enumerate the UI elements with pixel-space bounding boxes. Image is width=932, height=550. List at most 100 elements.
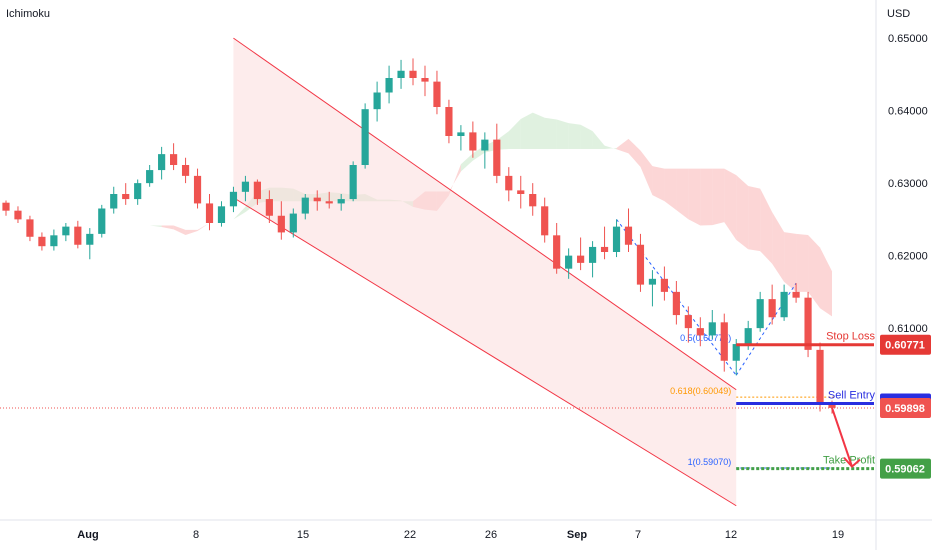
candle-body [648,278,657,285]
cloud-segment [592,131,605,150]
candle-body [553,235,561,269]
cloud-segment [125,220,138,226]
candle-body [493,139,501,176]
candle-body [265,199,273,216]
candle-body [684,315,692,329]
cloud-segment [233,206,246,220]
candle-body [624,226,633,245]
candle-body [804,297,812,350]
time-axis: Aug 8 15 22 26 Sep 7 12 19 [0,519,932,541]
x-tick-label: Sep [567,529,587,541]
candle-body [158,154,166,171]
x-tick-label: 7 [635,529,641,541]
y-tick-label: 0.65000 [888,33,928,45]
cloud-segment [460,153,473,172]
candle-body [457,132,465,136]
x-tick-label: 8 [193,529,199,541]
price-badge [880,334,931,355]
cloud-segment [580,124,593,150]
y-tick-label: 0.64000 [888,106,928,118]
cloud-segment [508,118,521,150]
fib-level-label: 0.618(0.60049) [670,386,731,396]
candle-body [170,154,178,165]
candle-body [110,194,118,209]
candle-body [373,92,381,110]
cloud-segment [197,223,210,231]
channel-lower-line [233,197,737,507]
cloud-segment [568,123,581,150]
cloud-segment [748,186,761,252]
candle-body [816,349,824,405]
price-badge-text: 0.60771 [885,340,925,352]
cloud-segment [520,112,533,150]
price-badge-text: 0.59898 [885,403,925,415]
x-tick-label: 26 [485,529,497,541]
fib-level-label: 0.5(0.60778) [680,333,731,343]
cloud-segment [616,138,629,154]
cloud-segment [736,175,749,250]
cloud-segment [820,247,832,317]
indicator-label: Ichimoku [6,8,51,20]
candle-body [445,107,453,136]
cloud-segment [161,225,174,230]
candle-body [193,175,202,204]
candle-body [588,246,597,263]
candle-body [565,255,573,269]
candle-body [505,175,513,191]
candle-body [289,213,297,233]
candle-body [792,291,800,298]
candle-body [337,199,345,204]
candle-body [313,197,321,202]
candle-body [229,191,238,207]
candle-body [481,139,489,151]
candle-body [134,183,142,200]
candle-body [469,132,477,151]
fib-level-label: 1(0.59070) [688,457,732,467]
candle-body [86,233,94,245]
candle-body [744,328,752,345]
y-tick-label: 0.62000 [888,251,928,263]
cloud-segment [628,138,641,167]
candle-body [26,219,34,237]
price-badge-text: 0.59062 [885,464,925,476]
price-badge [880,458,931,479]
candle-body [301,197,309,214]
x-tick-label: 22 [404,529,416,541]
cloud-segment [676,168,689,220]
channel-fill [233,38,737,506]
stop-loss-label: Stop Loss [826,331,875,343]
cloud-segment [544,117,557,150]
cloud-segment [772,212,785,282]
candle-body [217,206,226,223]
candle-body [756,299,764,329]
cloud-segment [712,168,725,226]
currency-label: USD [887,8,911,20]
arrow-head [843,456,861,469]
price-axis: 0.65000 0.64000 0.63000 0.62000 0.61000 [875,0,928,550]
candle-body [253,181,261,200]
candle-body [98,208,106,234]
candle-body [62,226,70,236]
candle-body [205,203,214,223]
candle-body [50,235,58,247]
candle-body [541,206,549,236]
cloud-segment [724,168,737,240]
candle-body [672,291,680,316]
sell-entry-label: Sell Entry [828,390,876,402]
price-channel [233,37,737,507]
x-tick-label: 12 [725,529,737,541]
x-tick-label: 19 [832,529,844,541]
cloud-segment [760,188,773,264]
cloud-segment [700,168,713,226]
cloud-segment [173,225,186,235]
candle-body [780,291,788,318]
candle-body [277,215,285,233]
candle-body [612,226,621,252]
x-tick-label: 15 [297,529,309,541]
x-tick-label: Aug [77,529,98,541]
candle-body [696,328,704,336]
channel-upper-line [233,37,737,391]
cloud-segment [448,164,461,196]
